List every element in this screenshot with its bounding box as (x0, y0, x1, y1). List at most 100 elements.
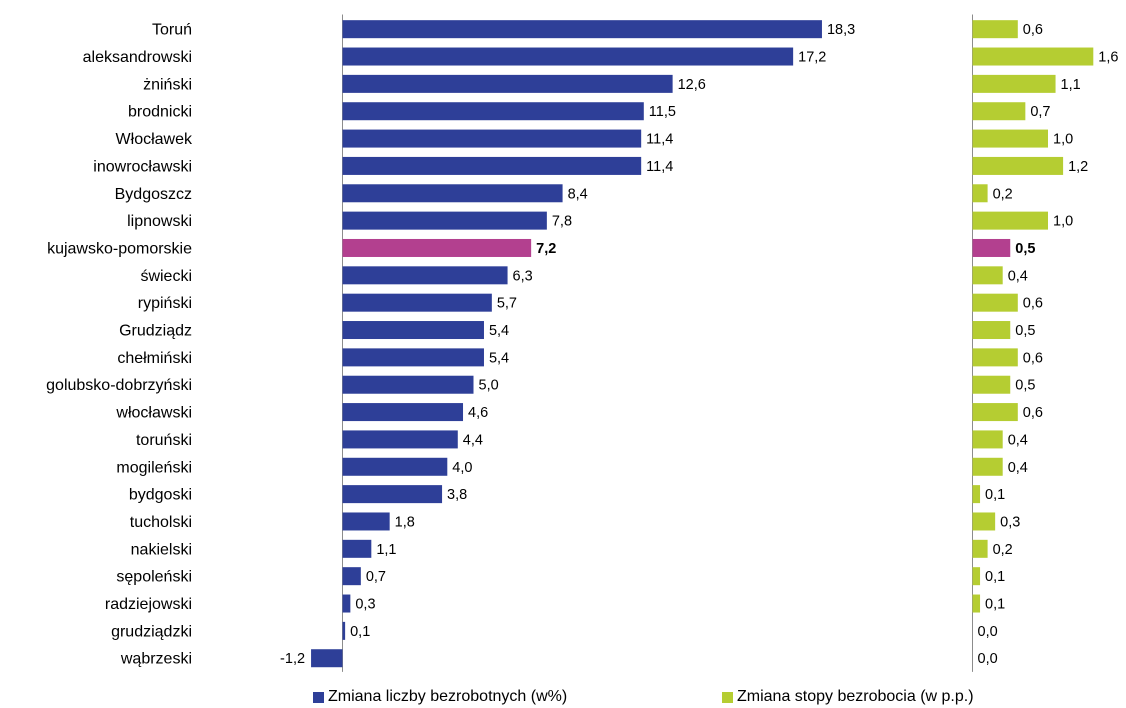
category-label: kujawsko-pomorskie (47, 240, 192, 257)
data-label-series-2: 0,7 (1030, 104, 1050, 120)
category-label: lipnowski (127, 213, 192, 230)
data-label-series-2: 0,4 (1008, 432, 1028, 448)
data-label-series-2: 0,5 (1015, 323, 1035, 339)
category-label: świecki (140, 268, 192, 285)
data-label-series-1: 12,6 (678, 77, 706, 93)
bar-series-2 (972, 485, 981, 504)
category-label: grudziądzki (111, 623, 192, 640)
data-label-series-1: 11,4 (646, 159, 673, 175)
data-label-series-1: 5,0 (479, 378, 499, 394)
bar-series-1 (342, 485, 443, 504)
bar-series-1 (342, 293, 492, 312)
bar-series-1 (342, 321, 484, 340)
bar-series-1 (342, 74, 673, 93)
data-label-series-1: 0,3 (355, 597, 375, 613)
data-label-series-1: 8,4 (568, 186, 588, 202)
legend-item-series-2: Zmiana stopy bezrobocia (w p.p.) (722, 688, 974, 706)
bar-series-2 (972, 403, 1018, 422)
data-label-series-2: 0,6 (1023, 296, 1043, 312)
category-label: włocławski (115, 405, 192, 422)
bar-series-1 (342, 621, 346, 640)
bar-series-2 (972, 293, 1018, 312)
bar-series-1 (342, 512, 390, 531)
bar-series-2 (972, 211, 1048, 230)
data-label-series-1: 1,8 (395, 514, 415, 530)
data-label-series-2: 1,6 (1098, 50, 1118, 66)
category-label: Toruń (152, 22, 192, 39)
bar-series-2 (972, 129, 1048, 148)
category-label: wąbrzeski (120, 651, 192, 668)
bar-series-2 (972, 594, 981, 613)
bar-series-1 (342, 430, 458, 449)
category-label: brodnicki (128, 104, 192, 121)
bar-series-2 (972, 20, 1018, 39)
bar-series-1 (342, 457, 448, 476)
bar-series-2 (972, 184, 988, 203)
data-label-series-2: 0,1 (985, 597, 1005, 613)
data-label-series-2: 0,1 (985, 487, 1005, 503)
bar-series-1 (342, 403, 464, 422)
data-label-series-2: 0,2 (993, 542, 1013, 558)
bar-series-2 (972, 47, 1094, 66)
bar-series-1 (342, 184, 563, 203)
bar-series-2 (972, 512, 996, 531)
bar-series-1 (342, 266, 508, 285)
bar-series-1 (342, 539, 372, 558)
data-label-series-2: 0,6 (1023, 350, 1043, 366)
data-label-series-1: 17,2 (798, 50, 826, 66)
bar-series-1 (342, 211, 547, 230)
data-label-series-1: 4,0 (452, 460, 472, 476)
category-label: mogileński (116, 459, 192, 476)
legend-swatch-series-1 (313, 691, 324, 703)
bar-series-1 (342, 375, 474, 394)
data-label-series-1: 7,2 (536, 241, 556, 257)
data-label-series-2: 1,2 (1068, 159, 1088, 175)
legend: Zmiana liczby bezrobotnych (w%) Zmiana s… (0, 688, 1126, 708)
data-label-series-1: 5,7 (497, 296, 517, 312)
category-label: radziejowski (105, 596, 192, 613)
bar-series-1 (342, 102, 644, 121)
bar-series-1 (342, 20, 822, 39)
data-label-series-1: 5,4 (489, 323, 509, 339)
category-label: tucholski (130, 514, 192, 531)
data-label-series-2: 0,0 (978, 624, 998, 640)
data-label-series-2: 0,2 (993, 186, 1013, 202)
bar-series-2 (972, 567, 981, 586)
bar-series-1 (342, 129, 642, 148)
bar-series-2 (972, 266, 1003, 285)
data-label-series-1: 6,3 (513, 268, 533, 284)
data-label-series-2: 0,0 (978, 651, 998, 667)
data-label-series-1: -1,2 (280, 651, 305, 667)
bar-series-1 (342, 47, 794, 66)
bar-series-2 (972, 321, 1011, 340)
legend-swatch-series-2 (722, 691, 733, 703)
category-label: Grudziądz (119, 323, 192, 340)
category-label: toruński (136, 432, 192, 449)
category-label: golubsko-dobrzyński (46, 377, 192, 394)
data-label-series-2: 0,5 (1015, 378, 1035, 394)
category-label: sępoleński (116, 569, 192, 586)
data-label-series-2: 0,5 (1015, 241, 1035, 257)
legend-label-series-1: Zmiana liczby bezrobotnych (w%) (328, 688, 568, 705)
data-label-series-2: 0,3 (1000, 514, 1020, 530)
category-label: Włocławek (116, 131, 193, 148)
bar-series-2 (972, 238, 1011, 257)
data-label-series-1: 0,1 (350, 624, 370, 640)
data-label-series-2: 0,4 (1008, 268, 1028, 284)
bar-series-2 (972, 156, 1064, 175)
bar-series-2 (972, 539, 988, 558)
bar-series-2 (972, 375, 1011, 394)
category-label: nakielski (131, 541, 192, 558)
bar-series-2 (972, 430, 1003, 449)
data-label-series-2: 0,6 (1023, 22, 1043, 38)
bar-series-1 (342, 238, 532, 257)
legend-label-series-2: Zmiana stopy bezrobocia (w p.p.) (737, 688, 974, 705)
data-label-series-1: 3,8 (447, 487, 467, 503)
data-label-series-2: 1,0 (1053, 132, 1073, 148)
bar-series-1 (311, 649, 343, 668)
data-label-series-1: 18,3 (827, 22, 855, 38)
legend-item-series-1: Zmiana liczby bezrobotnych (w%) (313, 688, 567, 706)
category-label: żniński (143, 76, 192, 93)
bar-series-1 (342, 348, 484, 367)
category-label: aleksandrowski (83, 49, 192, 66)
